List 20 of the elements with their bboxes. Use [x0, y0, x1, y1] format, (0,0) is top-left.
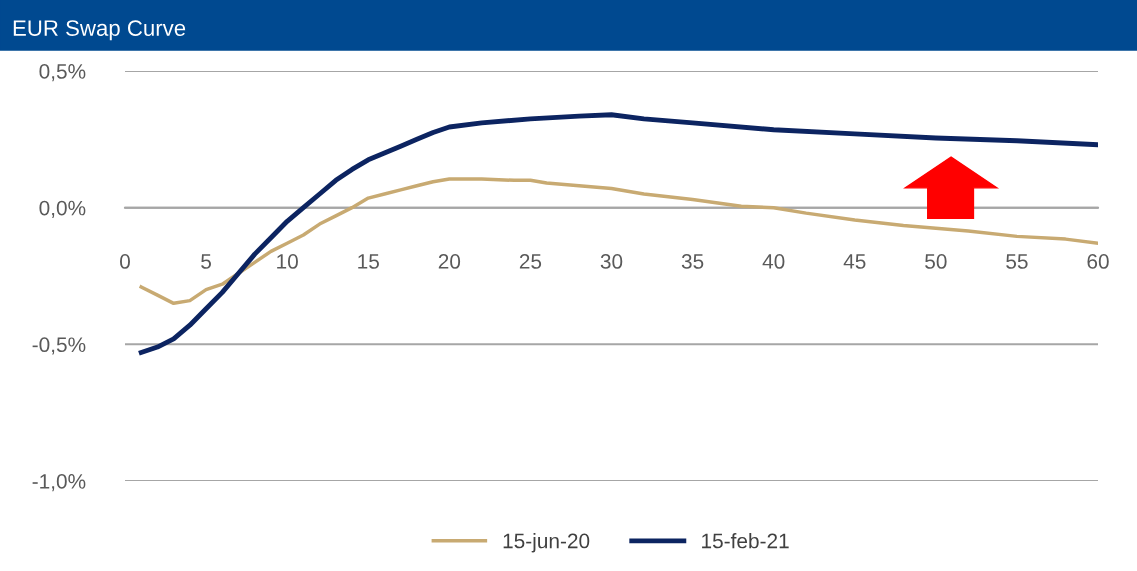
x-tick-label: 15 — [358, 254, 379, 269]
legend-label: 15-feb-21 — [702, 533, 789, 549]
legend-label: 15-jun-20 — [503, 533, 590, 553]
x-tick-label: 60 — [1087, 254, 1109, 269]
x-tick-label: 20 — [438, 254, 461, 269]
x-tick-label: 45 — [843, 254, 866, 269]
x-tick-label: 55 — [1006, 254, 1028, 269]
x-tick-label: 5 — [201, 254, 211, 269]
x-tick-label: 30 — [600, 254, 623, 269]
x-tick-label: 50 — [925, 254, 947, 269]
x-tick-label: 35 — [681, 254, 704, 269]
x-tick-label: 25 — [519, 254, 542, 269]
chart-title: EUR Swap Curve — [13, 20, 186, 41]
x-tick-label: 10 — [277, 254, 298, 269]
x-tick-label: 40 — [762, 254, 785, 269]
y-tick-label: 0,0% — [39, 200, 86, 218]
y-tick-label: 0,5% — [39, 64, 86, 82]
y-tick-label: -0,5% — [32, 337, 86, 355]
y-tick-label: -1,0% — [32, 474, 86, 492]
x-tick-label: 0 — [120, 254, 130, 269]
